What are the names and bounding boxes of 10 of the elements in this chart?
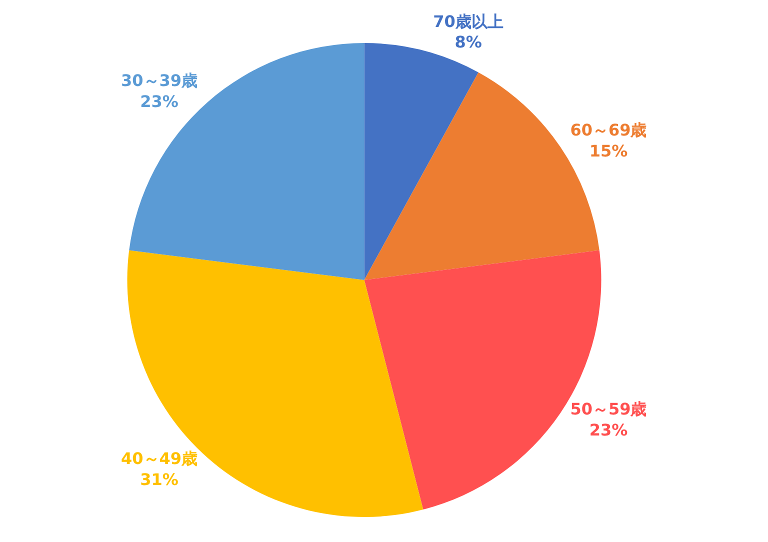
slice-label: 30～39歳 bbox=[121, 71, 198, 90]
slice-label: 60～69歳 bbox=[570, 120, 647, 140]
slice-label: 50～59歳 bbox=[570, 400, 647, 419]
data-label: 23% bbox=[140, 92, 178, 111]
data-label: 8% bbox=[454, 32, 482, 52]
data-label: 15% bbox=[589, 141, 628, 160]
slice-label: 70歳以上 bbox=[433, 12, 504, 31]
data-label: 31% bbox=[140, 470, 178, 489]
slice-label: 40～49歳 bbox=[121, 449, 198, 468]
data-label: 23% bbox=[589, 420, 628, 440]
